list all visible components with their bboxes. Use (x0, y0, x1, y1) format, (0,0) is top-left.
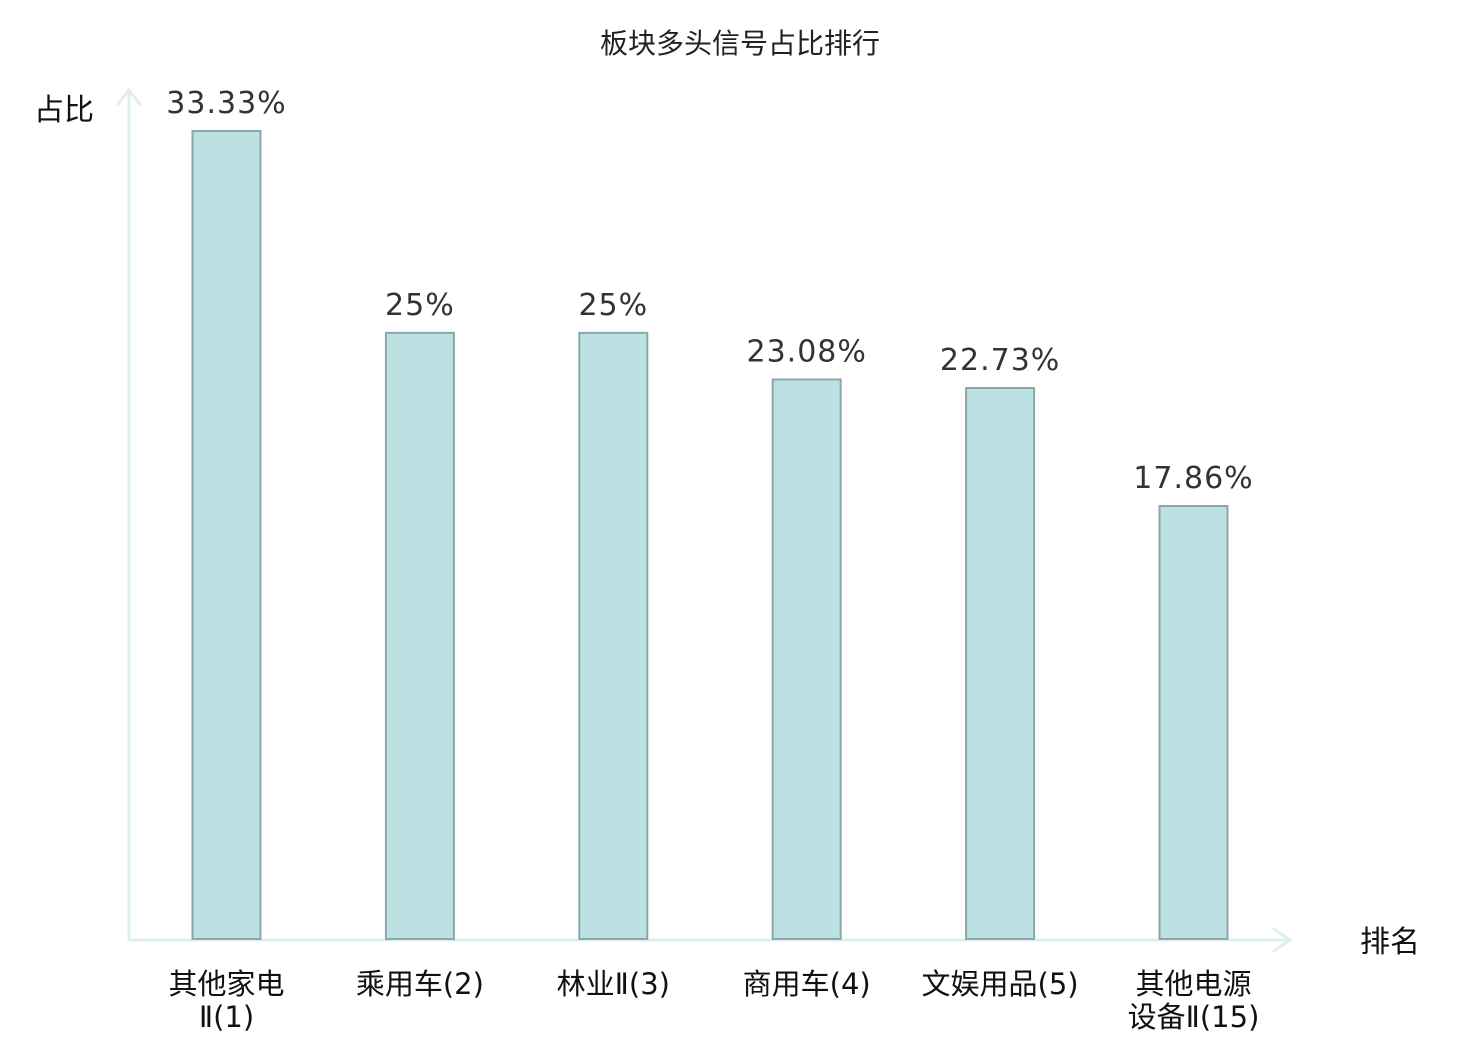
value-label-6: 17.86% (1133, 461, 1253, 496)
chart-title: 板块多头信号占比排行 (600, 27, 880, 60)
value-label-3: 25% (578, 288, 648, 323)
category-label-1-line-2: Ⅱ(1) (199, 1000, 254, 1034)
bar-1 (191, 130, 262, 940)
category-label-6-line-2: 设备Ⅱ(15) (1128, 1000, 1260, 1034)
value-label-4: 23.08% (747, 335, 867, 370)
category-label-2-line-1: 乘用车(2) (356, 967, 484, 1001)
y-axis-label: 占比 (34, 93, 94, 128)
x-axis-label: 排名 (1360, 925, 1420, 960)
value-label-5: 22.73% (940, 343, 1060, 378)
category-label-6-line-1: 其他电源 (1135, 967, 1251, 1001)
bar-2 (384, 331, 455, 940)
x-axis-arrow (1272, 927, 1292, 953)
value-labels-group: 33.33% 25% 25% 23.08% 22.73% 17.86% (166, 86, 1253, 496)
category-label-3-line-1: 林业Ⅱ(3) (557, 967, 670, 1001)
value-label-2: 25% (385, 288, 455, 323)
bars-group (191, 130, 1229, 940)
bar-5 (965, 387, 1036, 940)
axes (116, 88, 1292, 953)
category-label-5-line-1: 文娱用品(5) (922, 967, 1079, 1001)
category-label-1-line-1: 其他家电 (168, 967, 284, 1001)
bar-3 (578, 331, 649, 940)
category-label-4-line-1: 商用车(4) (743, 967, 871, 1001)
bar-4 (771, 378, 842, 940)
value-label-1: 33.33% (166, 86, 286, 121)
bar-6 (1158, 505, 1229, 940)
